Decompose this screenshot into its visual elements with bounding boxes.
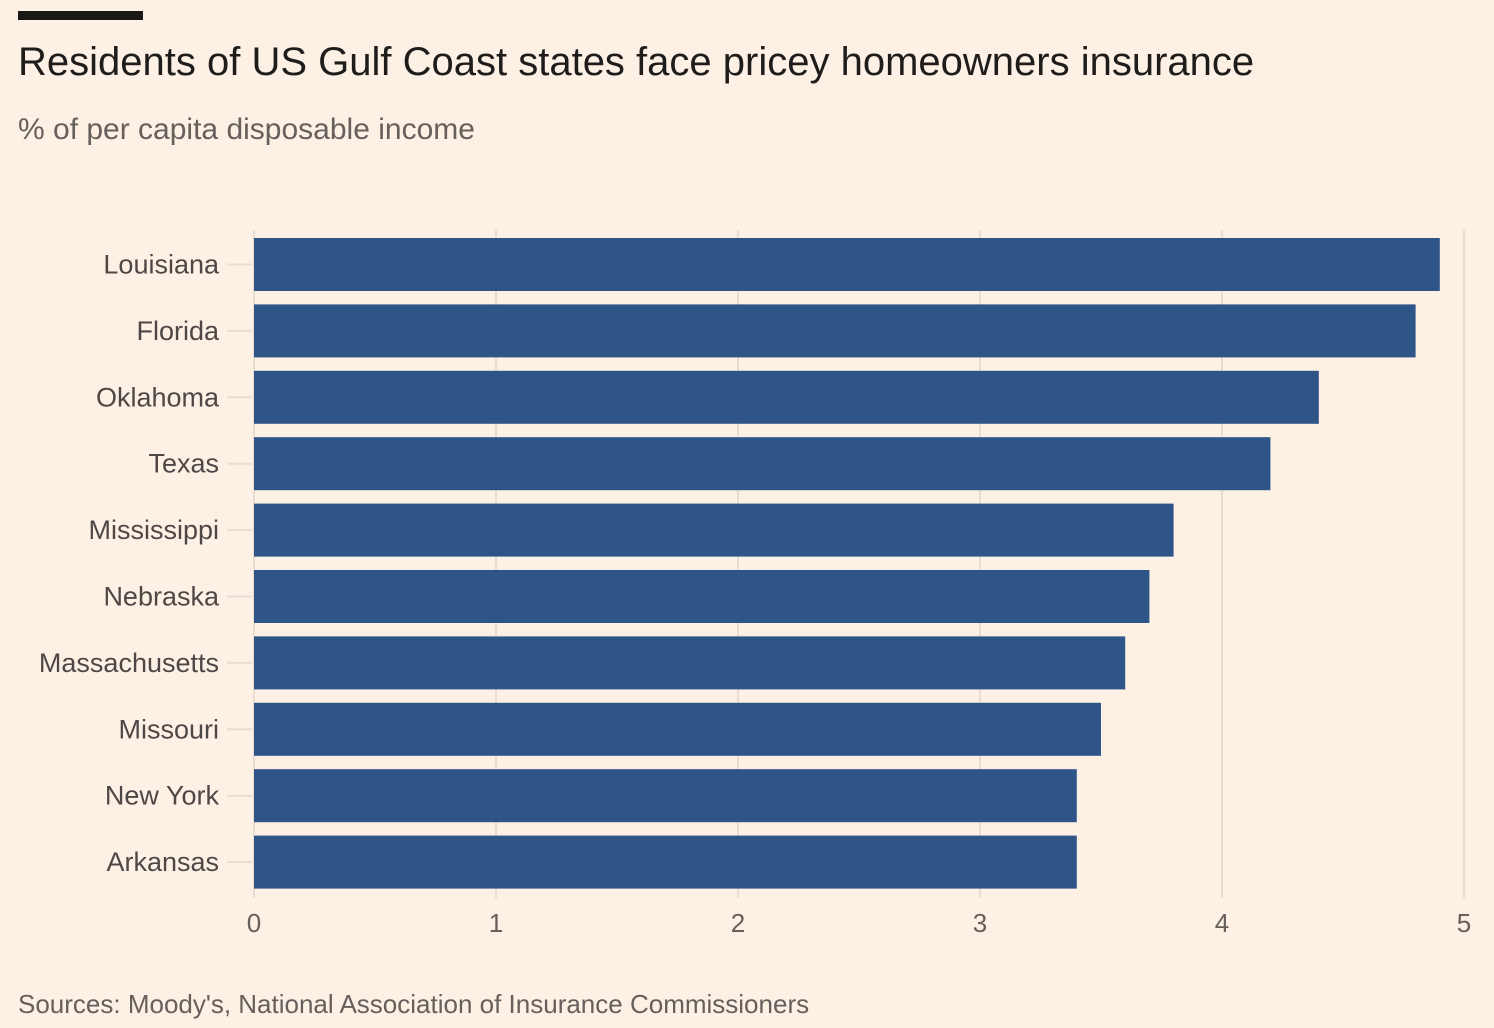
x-tick-label: 2: [731, 908, 745, 938]
bars: [254, 238, 1440, 889]
x-tick-label: 4: [1215, 908, 1229, 938]
bar-mississippi: [254, 503, 1174, 557]
category-label: Texas: [148, 449, 219, 479]
x-tick-label: 5: [1457, 908, 1471, 938]
x-tick-label: 0: [247, 908, 261, 938]
bar-louisiana: [254, 238, 1440, 291]
category-labels: Louisiana Florida Oklahoma Texas Mississippi…: [39, 250, 220, 878]
category-label: Louisiana: [103, 250, 220, 280]
x-tick-label: 3: [973, 908, 987, 938]
category-label: Missouri: [118, 714, 219, 744]
top-rule: [18, 11, 143, 20]
x-axis-ticks: 0 1 2 3 4 5: [247, 908, 1471, 938]
bar-oklahoma: [254, 370, 1319, 424]
category-label: Mississippi: [88, 515, 219, 545]
bar-florida: [254, 304, 1416, 358]
bar-nebraska: [254, 570, 1150, 623]
x-tick-label: 1: [489, 908, 503, 938]
category-label: New York: [105, 781, 220, 811]
bar-missouri: [254, 702, 1101, 756]
bar-new-york: [254, 769, 1077, 823]
category-label: Nebraska: [103, 582, 220, 612]
bar-texas: [254, 437, 1271, 491]
bar-massachusetts: [254, 636, 1126, 690]
category-label: Oklahoma: [96, 382, 220, 412]
category-label: Florida: [136, 316, 220, 346]
source-note: Sources: Moody's, National Association o…: [18, 989, 810, 1019]
chart-subtitle: % of per capita disposable income: [18, 113, 475, 146]
chart-title: Residents of US Gulf Coast states face p…: [18, 40, 1255, 84]
category-label: Massachusetts: [39, 648, 219, 678]
bar-arkansas: [254, 835, 1077, 889]
category-label: Arkansas: [106, 847, 219, 877]
